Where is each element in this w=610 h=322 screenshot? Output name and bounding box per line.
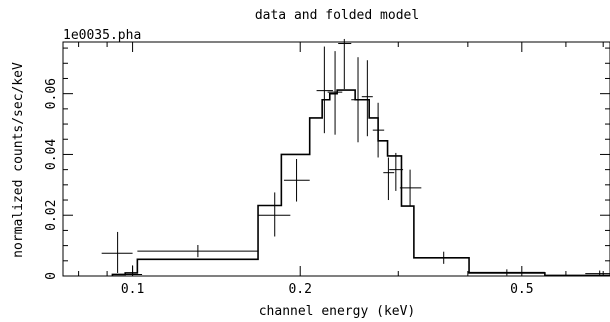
model-step-line [111,89,610,277]
data-point [383,157,395,201]
data-point [467,269,545,276]
data-point [338,38,352,90]
data-point [399,169,422,207]
y-tick-label: 0.04 [44,139,59,170]
data-points-layer [101,38,610,276]
y-tick-label: 0 [44,272,59,280]
model-layer [111,89,610,277]
x-tick-label: 0.1 [121,282,144,297]
data-point [137,245,259,258]
y-tick-label: 0.02 [44,200,59,231]
x-tick-label: 0.5 [510,282,533,297]
y-axis-label: normalized counts/sec/keV [11,62,26,258]
data-point [585,270,610,276]
data-point [316,46,333,134]
x-axis-label: channel energy (keV) [259,304,416,319]
axis-ticks: 0 0.02 0.04 0.06 0.1 0.2 0.5 [44,42,610,297]
data-point [101,231,133,273]
x-tick-label: 0.2 [288,282,311,297]
y-tick-label: 0.06 [44,78,59,109]
data-point [361,60,373,137]
plot-frame [62,41,610,277]
data-point [258,192,291,237]
chart-title: data and folded model [255,8,419,23]
data-point [389,152,404,191]
data-point [125,265,143,276]
data-point [351,57,365,143]
chart-subtitle: 1e0035.pha [63,28,141,43]
data-point [327,51,343,135]
data-point [372,102,385,158]
data-point [426,251,463,264]
data-point [283,159,310,202]
